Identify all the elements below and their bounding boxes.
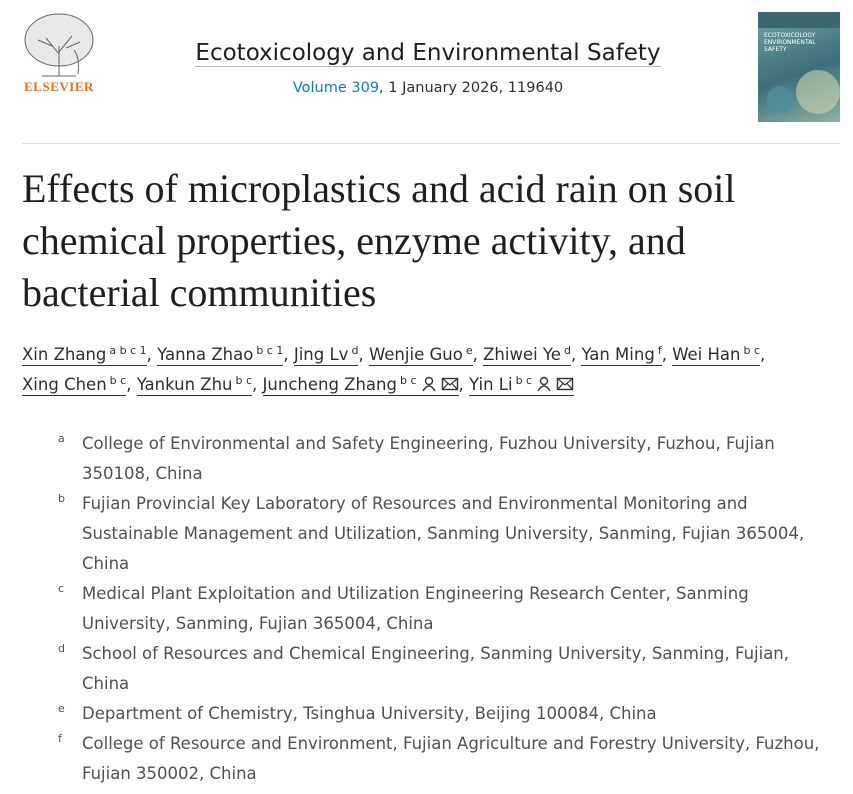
author-name[interactable]: Wenjie Guo <box>368 345 463 364</box>
issue-line: Volume 309, 1 January 2026, 119640 <box>130 80 726 96</box>
author-affiliation-refs: b c <box>235 374 253 387</box>
cover-art <box>758 12 840 114</box>
affiliation: c Medical Plant Exploitation and Utilizat… <box>58 579 828 639</box>
affiliation-text: School of Resources and Chemical Enginee… <box>82 644 790 693</box>
author[interactable]: Yan Ming f <box>581 344 662 366</box>
affiliation-list: a College of Environmental and Safety Eng… <box>58 429 828 789</box>
article-title: Effects of microplastics and acid rain o… <box>22 166 736 315</box>
affiliation-text: College of Environmental and Safety Engi… <box>82 434 775 483</box>
author-affiliation-refs: e <box>465 344 473 357</box>
author-name[interactable]: Xin Zhang <box>22 345 107 364</box>
affiliation: d School of Resources and Chemical Engine… <box>58 639 828 699</box>
separator: , <box>358 345 364 364</box>
separator: , <box>252 375 258 394</box>
author-name[interactable]: Zhiwei Ye <box>483 345 561 364</box>
author-name[interactable]: Wei Han <box>672 345 741 364</box>
affiliation: e Department of Chemistry, Tsinghua Unive… <box>58 699 828 729</box>
person-icon[interactable] <box>421 376 437 392</box>
volume-link[interactable]: Volume 309 <box>292 80 380 96</box>
author-affiliation-refs: b c 1 <box>256 344 284 357</box>
affiliation: a College of Environmental and Safety Eng… <box>58 429 828 489</box>
journal-cover[interactable]: ECOTOXICOLOGY ENVIRONMENTAL SAFETY <box>758 12 840 122</box>
author[interactable]: Zhiwei Ye d <box>483 345 571 366</box>
affiliation: f College of Resource and Environment, Fu… <box>58 729 828 789</box>
author[interactable]: Jing Lv d <box>293 344 359 366</box>
author-affiliation-refs: b c <box>743 344 761 357</box>
separator: , <box>146 345 152 364</box>
affiliation-text: Department of Chemistry, Tsinghua Univer… <box>82 704 657 723</box>
author[interactable]: Yanna Zhao b c 1 <box>157 344 284 366</box>
separator: , <box>472 345 478 364</box>
author-name[interactable]: Jing Lv <box>293 345 349 364</box>
affiliation-label: d <box>58 642 65 655</box>
affiliation-label: e <box>58 702 65 715</box>
person-icon[interactable] <box>536 376 552 392</box>
author-name[interactable]: Xing Chen <box>22 375 107 394</box>
affiliation: b Fujian Provincial Key Laboratory of Res… <box>58 489 828 579</box>
divider <box>22 143 840 144</box>
author[interactable]: Xin Zhang a b c 1 <box>22 345 147 366</box>
affiliation-label: a <box>58 432 65 445</box>
author[interactable]: Yin Li b c <box>469 374 575 396</box>
mail-icon[interactable] <box>556 376 574 392</box>
publisher: ELSEVIER <box>24 79 94 94</box>
author[interactable]: Yankun Zhu b c <box>136 374 253 396</box>
author-affiliation-refs: d <box>351 344 359 357</box>
affiliation-text: College of Resource and Environment, Fuj… <box>82 734 820 783</box>
author-name[interactable]: Yin Li <box>469 375 513 394</box>
author-name[interactable]: Yan Ming <box>581 345 655 364</box>
separator: , <box>458 375 464 394</box>
separator: , <box>570 345 577 364</box>
separator: , <box>760 345 766 364</box>
author-affiliation-refs: b c <box>109 374 127 387</box>
author[interactable]: Juncheng Zhang b c <box>262 374 459 396</box>
separator: , <box>126 375 132 394</box>
author[interactable]: Wei Han b c <box>672 344 761 366</box>
author-list: Xin Zhang a b c 1, Yanna Zhao b c 1, Jing … <box>22 340 832 400</box>
journal-link[interactable]: Ecotoxicology and Environmental Safety <box>195 40 661 67</box>
mail-icon[interactable] <box>441 376 459 392</box>
author-affiliation-refs: f <box>657 344 662 357</box>
author-name[interactable]: Juncheng Zhang <box>262 375 397 394</box>
author-name[interactable]: Yanna Zhao <box>157 345 254 364</box>
author-affiliation-refs: b c <box>399 374 417 387</box>
separator: , <box>283 345 289 364</box>
affiliation-label: b <box>58 492 65 505</box>
author[interactable]: Xing Chen b c <box>22 374 127 396</box>
author-name[interactable]: Yankun Zhu <box>136 375 233 394</box>
author-affiliation-refs: a b c 1 <box>109 344 147 357</box>
journal-name[interactable]: Ecotoxicology and Environmental Safety <box>130 40 726 67</box>
affiliation-text: Fujian Provincial Key Laboratory of Reso… <box>82 494 805 573</box>
issue-info: , 1 January 2026, 119640 <box>379 80 564 96</box>
elsevier-logo[interactable] <box>22 10 96 96</box>
separator: , <box>661 345 667 364</box>
affiliation-text: Medical Plant Exploitation and Utilizati… <box>82 584 749 633</box>
cover-title: ECOTOXICOLOGY ENVIRONMENTAL SAFETY <box>764 32 816 53</box>
author-affiliation-refs: d <box>563 344 571 357</box>
author[interactable]: Wenjie Guo e <box>368 344 473 366</box>
affiliation-label: c <box>58 582 65 595</box>
affiliation-label: f <box>58 732 62 745</box>
author-affiliation-refs: b c <box>515 374 533 387</box>
